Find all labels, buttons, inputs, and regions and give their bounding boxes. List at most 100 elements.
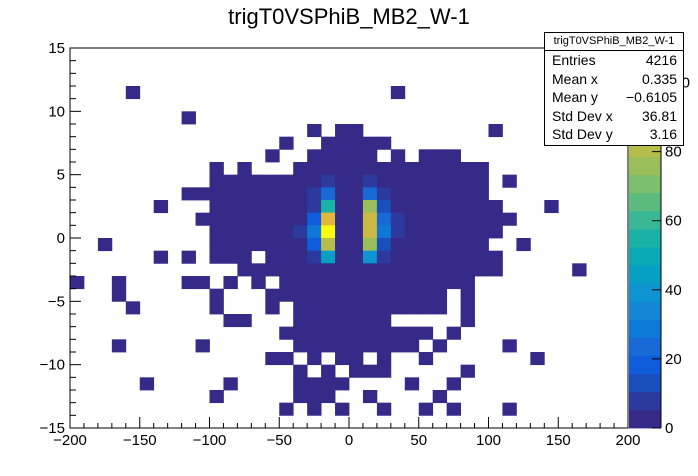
histogram-bin xyxy=(335,314,350,328)
histogram-bin xyxy=(390,149,406,163)
histogram-bin xyxy=(237,263,252,277)
y-axis: −15 −10 −5 0 5 10 15 xyxy=(40,40,81,437)
histogram-bin xyxy=(362,238,378,252)
histogram-bin xyxy=(349,238,364,252)
histogram-bin xyxy=(418,276,434,290)
histogram-bin xyxy=(195,187,210,201)
histogram-bin xyxy=(209,200,224,214)
histogram-bin xyxy=(335,174,350,188)
histogram-bin xyxy=(362,364,378,378)
x-tick-label: 50 xyxy=(410,432,427,449)
histogram-bin xyxy=(265,288,280,302)
histogram-bin xyxy=(321,162,336,176)
stats-value: 3.16 xyxy=(649,126,677,143)
histogram-bin xyxy=(237,200,252,214)
histogram-bin xyxy=(265,212,280,226)
stats-value: 36.81 xyxy=(641,107,677,124)
histogram-bin xyxy=(335,288,350,302)
y-tick-label: −5 xyxy=(48,293,65,310)
histogram-bin xyxy=(362,326,378,340)
histogram-bin xyxy=(307,174,322,188)
histogram-bin xyxy=(279,212,294,226)
histogram-bin xyxy=(335,187,350,201)
histogram-bin xyxy=(335,377,350,391)
y-tick-label: 10 xyxy=(48,103,65,120)
color-scale-band xyxy=(629,174,661,194)
histogram-bin xyxy=(488,263,503,277)
histogram-bin xyxy=(195,339,210,353)
histogram-bin xyxy=(446,225,461,239)
histogram-bin xyxy=(418,263,434,277)
histogram-bin xyxy=(265,301,280,315)
histogram-bin xyxy=(349,288,364,302)
histogram-bin xyxy=(335,352,350,366)
histogram-bin xyxy=(404,174,420,188)
histogram-bin xyxy=(390,200,406,214)
histogram-bin xyxy=(335,402,350,416)
histogram-bin xyxy=(404,263,420,277)
histogram-bin xyxy=(265,187,280,201)
histogram-bin xyxy=(446,162,461,176)
color-scale-band xyxy=(629,301,661,320)
histogram-bin xyxy=(265,250,280,264)
x-axis: −200 −150 −100 −50 0 50 100 150 200 xyxy=(53,417,641,449)
histogram-bin xyxy=(209,301,224,315)
histogram-bin xyxy=(432,200,448,214)
histogram-bin xyxy=(376,225,392,239)
stats-std-x: Std Dev x 36.81 xyxy=(545,107,683,126)
histogram-bin xyxy=(418,238,434,252)
histogram-bin xyxy=(307,225,322,239)
histogram-bin xyxy=(321,187,336,201)
histogram-bin xyxy=(237,314,252,328)
histogram-bin xyxy=(349,364,364,378)
histogram-bin xyxy=(460,187,475,201)
histogram-bin xyxy=(390,339,406,353)
histogram-bin xyxy=(418,402,434,416)
histogram-bin xyxy=(362,263,378,277)
histogram-bin xyxy=(362,187,378,201)
histogram-bin xyxy=(111,276,127,290)
histogram-bin xyxy=(265,263,280,277)
histogram-bin xyxy=(362,314,378,328)
histogram-bin xyxy=(251,200,266,214)
stats-label: Std Dev y xyxy=(552,126,613,143)
histogram-bin xyxy=(404,288,420,302)
histogram-bin xyxy=(321,263,336,277)
histogram-bin xyxy=(335,124,350,138)
histogram-bin xyxy=(446,187,461,201)
histogram-bin xyxy=(404,276,420,290)
histogram-bin xyxy=(307,212,322,226)
histogram-bin xyxy=(460,364,475,378)
color-scale-band xyxy=(629,391,661,411)
histogram-bin xyxy=(418,200,434,214)
histogram-bin xyxy=(349,263,364,277)
histogram-bin xyxy=(474,212,489,226)
histogram-bin xyxy=(335,339,350,353)
histogram-bin xyxy=(321,390,336,404)
histogram-bin xyxy=(362,390,378,404)
histogram-bin xyxy=(251,276,266,290)
z-tick-label: 60 xyxy=(665,213,682,230)
histogram-bin xyxy=(293,288,308,302)
histogram-bin xyxy=(390,301,406,315)
histogram-bin xyxy=(335,149,350,163)
stats-value: −0.6105 xyxy=(626,89,677,106)
histogram-bin xyxy=(293,301,308,315)
histogram-bin xyxy=(223,238,238,252)
histogram-bin xyxy=(390,174,406,188)
histogram-bin xyxy=(418,162,434,176)
histogram-bin xyxy=(432,187,448,201)
histogram-bin xyxy=(446,200,461,214)
histogram-bin xyxy=(209,288,224,302)
histogram-bin xyxy=(488,200,503,214)
histogram-bin xyxy=(307,238,322,252)
histogram-bin xyxy=(432,339,448,353)
histogram-bin xyxy=(279,174,294,188)
histogram-bin xyxy=(335,200,350,214)
histogram-bin xyxy=(279,402,294,416)
histogram-bin xyxy=(349,124,364,138)
histogram-bin xyxy=(432,212,448,226)
histogram-bin xyxy=(321,339,336,353)
histogram-bin xyxy=(460,314,475,328)
histogram-bin xyxy=(223,225,238,239)
